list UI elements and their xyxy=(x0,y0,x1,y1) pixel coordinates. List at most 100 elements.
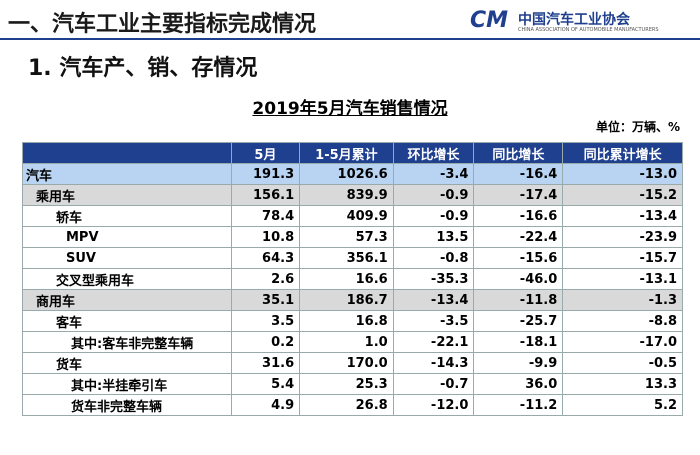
logo-english: CHINA ASSOCIATION OF AUTOMOBILE MANUFACT… xyxy=(518,27,659,33)
column-header: 5月 xyxy=(230,142,301,164)
section-title: 1. 汽车产、销、存情况 xyxy=(28,56,258,81)
value-cell: -0.7 xyxy=(392,373,475,395)
value-cell: -3.4 xyxy=(392,163,475,185)
value-cell: -0.8 xyxy=(392,247,475,269)
value-cell: 839.9 xyxy=(299,184,394,206)
value-cell: -15.6 xyxy=(473,247,564,269)
value-cell: -3.5 xyxy=(392,310,475,332)
sales-table: 5月 1-5月累计 环比增长 同比增长 同比累计增长 汽车 191.3 1026.6 -3.4-… xyxy=(22,142,683,416)
table-row: SUV 64.3 356.1 -0.8 -15.6 -15.7 xyxy=(22,247,683,269)
value-cell: -13.4 xyxy=(562,205,683,227)
value-cell: 5.2 xyxy=(562,394,683,416)
value-cell: -46.0 xyxy=(473,268,564,290)
table-title: 2019年5月汽车销售情况 xyxy=(252,99,448,119)
value-cell: 3.5 xyxy=(230,310,301,332)
label-cell: 其中:客车非完整车辆 xyxy=(22,331,232,353)
value-cell: -17.4 xyxy=(473,184,564,206)
label-cell: 交叉型乘用车 xyxy=(22,268,232,290)
value-cell: 0.2 xyxy=(230,331,301,353)
value-cell: 64.3 xyxy=(230,247,301,269)
table-row: 商用车 35.1 186.7 -13.4 -11.8 -1.3 xyxy=(22,289,683,311)
value-cell: 356.1 xyxy=(299,247,394,269)
label-cell: 客车 xyxy=(22,310,232,332)
label-cell: MPV xyxy=(22,226,232,248)
column-header: 1-5月累计 xyxy=(299,142,394,164)
table-row: 货车 31.6 170.0 -14.3 -9.9 -0.5 xyxy=(22,352,683,374)
table-row: 汽车 191.3 1026.6 -3.4 -16.4 -13.0 xyxy=(22,163,683,185)
value-cell: -14.3 xyxy=(392,352,475,374)
value-cell: -18.1 xyxy=(473,331,564,353)
value-cell: 1.0 xyxy=(299,331,394,353)
table-row: 其中:半挂牵引车 5.4 25.3 -0.7 36.0 13.3 xyxy=(22,373,683,395)
slide-title: 一、汽车工业主要指标完成情况 xyxy=(8,12,317,37)
value-cell: 4.9 xyxy=(230,394,301,416)
table-row: 交叉型乘用车 2.6 16.6 -35.3 -46.0 -13.1 xyxy=(22,268,683,290)
value-cell: -0.9 xyxy=(392,205,475,227)
value-cell: -13.0 xyxy=(562,163,683,185)
value-cell: -17.0 xyxy=(562,331,683,353)
value-cell: 10.8 xyxy=(230,226,301,248)
value-cell: -22.1 xyxy=(392,331,475,353)
value-cell: 186.7 xyxy=(299,289,394,311)
table-row: 乘用车 156.1 839.9 -0.9 -17.4 -15.2 xyxy=(22,184,683,206)
value-cell: -35.3 xyxy=(392,268,475,290)
value-cell: 35.1 xyxy=(230,289,301,311)
value-cell: -1.3 xyxy=(562,289,683,311)
value-cell: -22.4 xyxy=(473,226,564,248)
column-header: 环比增长 xyxy=(392,142,475,164)
header-row: 5月 1-5月累计 环比增长 同比增长 同比累计增长 xyxy=(22,142,683,164)
value-cell: -11.8 xyxy=(473,289,564,311)
label-cell: 商用车 xyxy=(22,289,232,311)
value-cell: 409.9 xyxy=(299,205,394,227)
label-cell: 货车非完整车辆 xyxy=(22,394,232,416)
column-header xyxy=(22,142,232,164)
value-cell: -0.5 xyxy=(562,352,683,374)
logo-name: 中国汽车工业协会 xyxy=(518,12,630,28)
value-cell: 25.3 xyxy=(299,373,394,395)
value-cell: -13.1 xyxy=(562,268,683,290)
table-row: 客车 3.5 16.8 -3.5 -25.7 -8.8 xyxy=(22,310,683,332)
value-cell: 78.4 xyxy=(230,205,301,227)
value-cell: 26.8 xyxy=(299,394,394,416)
value-cell: -25.7 xyxy=(473,310,564,332)
value-cell: 5.4 xyxy=(230,373,301,395)
value-cell: 156.1 xyxy=(230,184,301,206)
label-cell: 乘用车 xyxy=(22,184,232,206)
label-cell: SUV xyxy=(22,247,232,269)
value-cell: -13.4 xyxy=(392,289,475,311)
table-row: 其中:客车非完整车辆 0.2 1.0 -22.1 -18.1 -17.0 xyxy=(22,331,683,353)
table-row: 货车非完整车辆 4.9 26.8 -12.0 -11.2 5.2 xyxy=(22,394,683,416)
value-cell: -11.2 xyxy=(473,394,564,416)
value-cell: -8.8 xyxy=(562,310,683,332)
value-cell: 13.5 xyxy=(392,226,475,248)
value-cell: -9.9 xyxy=(473,352,564,374)
value-cell: 1026.6 xyxy=(299,163,394,185)
column-header: 同比增长 xyxy=(473,142,564,164)
title-rule xyxy=(0,38,700,40)
value-cell: -16.4 xyxy=(473,163,564,185)
value-cell: 13.3 xyxy=(562,373,683,395)
value-cell: 36.0 xyxy=(473,373,564,395)
value-cell: 2.6 xyxy=(230,268,301,290)
label-cell: 轿车 xyxy=(22,205,232,227)
value-cell: 170.0 xyxy=(299,352,394,374)
table-row: MPV 10.8 57.3 13.5 -22.4 -23.9 xyxy=(22,226,683,248)
value-cell: -12.0 xyxy=(392,394,475,416)
logo-mark: CM xyxy=(470,8,509,33)
logo: CM 中国汽车工业协会 CHINA ASSOCIATION OF AUTOMOB… xyxy=(470,8,695,36)
value-cell: -23.9 xyxy=(562,226,683,248)
value-cell: 16.6 xyxy=(299,268,394,290)
column-header: 同比累计增长 xyxy=(562,142,683,164)
value-cell: 31.6 xyxy=(230,352,301,374)
value-cell: 16.8 xyxy=(299,310,394,332)
unit-note: 单位：万辆、% xyxy=(595,120,680,134)
value-cell: 57.3 xyxy=(299,226,394,248)
table-row: 轿车 78.4 409.9 -0.9 -16.6 -13.4 xyxy=(22,205,683,227)
value-cell: -0.9 xyxy=(392,184,475,206)
value-cell: -16.6 xyxy=(473,205,564,227)
value-cell: -15.7 xyxy=(562,247,683,269)
value-cell: -15.2 xyxy=(562,184,683,206)
value-cell: 191.3 xyxy=(230,163,301,185)
label-cell: 其中:半挂牵引车 xyxy=(22,373,232,395)
